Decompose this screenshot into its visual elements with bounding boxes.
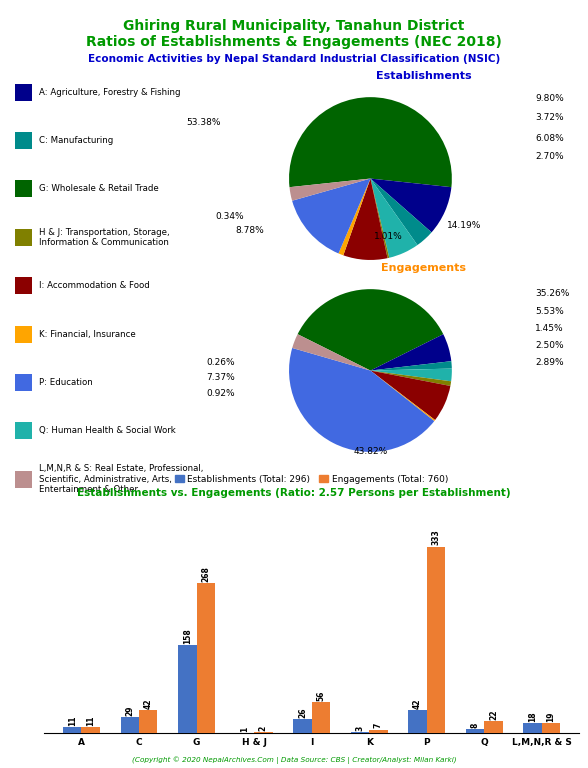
- Text: Q: Human Health & Social Work: Q: Human Health & Social Work: [39, 426, 176, 435]
- Wedge shape: [292, 334, 370, 370]
- Bar: [542, 723, 560, 733]
- Text: (Copyright © 2020 NepalArchives.Com | Data Source: CBS | Creator/Analyst: Milan : (Copyright © 2020 NepalArchives.Com | Da…: [132, 756, 456, 764]
- Text: H & J: Transportation, Storage,
Information & Communication: H & J: Transportation, Storage, Informat…: [39, 227, 170, 247]
- Text: 2.50%: 2.50%: [535, 341, 564, 350]
- Text: 19: 19: [546, 711, 556, 722]
- Text: 2.89%: 2.89%: [535, 358, 564, 367]
- Text: 53.38%: 53.38%: [186, 118, 220, 127]
- Text: 7: 7: [374, 723, 383, 728]
- Wedge shape: [289, 178, 370, 200]
- Text: Economic Activities by Nepal Standard Industrial Classification (NSIC): Economic Activities by Nepal Standard In…: [88, 54, 500, 64]
- Wedge shape: [292, 178, 370, 253]
- Text: Establishments vs. Engagements (Ratio: 2.57 Persons per Establishment): Establishments vs. Engagements (Ratio: 2…: [77, 488, 511, 498]
- Text: 8: 8: [470, 723, 480, 728]
- Text: 2.70%: 2.70%: [535, 152, 564, 161]
- Text: 268: 268: [201, 566, 211, 582]
- Text: 2: 2: [259, 726, 268, 731]
- Wedge shape: [289, 348, 435, 452]
- Wedge shape: [370, 370, 435, 421]
- Text: 29: 29: [125, 706, 134, 716]
- Text: 6.08%: 6.08%: [535, 134, 564, 143]
- Text: 0.34%: 0.34%: [215, 212, 244, 221]
- Text: 1.45%: 1.45%: [535, 324, 564, 333]
- Text: Engagements: Engagements: [381, 263, 466, 273]
- Legend: Establishments (Total: 296), Engagements (Total: 760): Establishments (Total: 296), Engagements…: [171, 471, 452, 487]
- Wedge shape: [370, 370, 451, 386]
- Text: 11: 11: [68, 716, 77, 727]
- Text: 158: 158: [183, 628, 192, 644]
- Bar: [466, 729, 485, 733]
- Wedge shape: [343, 178, 387, 260]
- Text: 3: 3: [356, 726, 365, 730]
- Text: I: Accommodation & Food: I: Accommodation & Food: [39, 281, 150, 290]
- Text: 11: 11: [86, 716, 95, 727]
- Text: C: Manufacturing: C: Manufacturing: [39, 136, 113, 145]
- Text: 333: 333: [432, 530, 440, 545]
- Bar: [485, 721, 503, 733]
- Text: Ratios of Establishments & Engagements (NEC 2018): Ratios of Establishments & Engagements (…: [86, 35, 502, 49]
- Wedge shape: [370, 178, 389, 258]
- Wedge shape: [289, 97, 452, 187]
- Text: 7.37%: 7.37%: [206, 373, 235, 382]
- Bar: [351, 732, 369, 733]
- Text: Ghiring Rural Municipality, Tanahun District: Ghiring Rural Municipality, Tanahun Dist…: [123, 19, 465, 33]
- Bar: [427, 547, 445, 733]
- Wedge shape: [339, 178, 370, 255]
- Text: Establishments: Establishments: [376, 71, 471, 81]
- Bar: [293, 719, 312, 733]
- Bar: [82, 727, 100, 733]
- Text: 43.82%: 43.82%: [353, 447, 387, 456]
- Wedge shape: [370, 369, 452, 382]
- Text: 18: 18: [528, 712, 537, 722]
- Text: 1.01%: 1.01%: [374, 232, 402, 241]
- Text: 0.92%: 0.92%: [206, 389, 235, 398]
- Wedge shape: [370, 370, 450, 420]
- Text: 56: 56: [316, 690, 325, 701]
- Text: 0.26%: 0.26%: [206, 358, 235, 367]
- Text: G: Wholesale & Retail Trade: G: Wholesale & Retail Trade: [39, 184, 159, 194]
- Text: P: Education: P: Education: [39, 378, 93, 387]
- Bar: [139, 710, 158, 733]
- Bar: [63, 727, 82, 733]
- Text: 1: 1: [240, 727, 249, 732]
- Wedge shape: [298, 289, 443, 370]
- Text: 22: 22: [489, 710, 498, 720]
- Wedge shape: [370, 178, 452, 233]
- Bar: [408, 710, 427, 733]
- Text: 35.26%: 35.26%: [535, 289, 569, 298]
- Text: 9.80%: 9.80%: [535, 94, 564, 103]
- Text: 5.53%: 5.53%: [535, 307, 564, 316]
- Wedge shape: [370, 334, 452, 370]
- Text: 8.78%: 8.78%: [236, 226, 265, 235]
- Text: K: Financial, Insurance: K: Financial, Insurance: [39, 329, 136, 339]
- Bar: [121, 717, 139, 733]
- Text: 42: 42: [143, 698, 153, 709]
- Wedge shape: [370, 178, 417, 258]
- Text: L,M,N,R & S: Real Estate, Professional,
Scientific, Administrative, Arts,
Entert: L,M,N,R & S: Real Estate, Professional, …: [39, 465, 204, 494]
- Wedge shape: [370, 361, 452, 370]
- Bar: [312, 702, 330, 733]
- Bar: [523, 723, 542, 733]
- Text: 26: 26: [298, 707, 307, 718]
- Text: A: Agriculture, Forestry & Fishing: A: Agriculture, Forestry & Fishing: [39, 88, 181, 97]
- Text: 3.72%: 3.72%: [535, 113, 564, 122]
- Bar: [196, 583, 215, 733]
- Wedge shape: [370, 178, 432, 245]
- Bar: [178, 645, 196, 733]
- Bar: [369, 730, 387, 733]
- Text: 42: 42: [413, 698, 422, 709]
- Text: 14.19%: 14.19%: [447, 221, 481, 230]
